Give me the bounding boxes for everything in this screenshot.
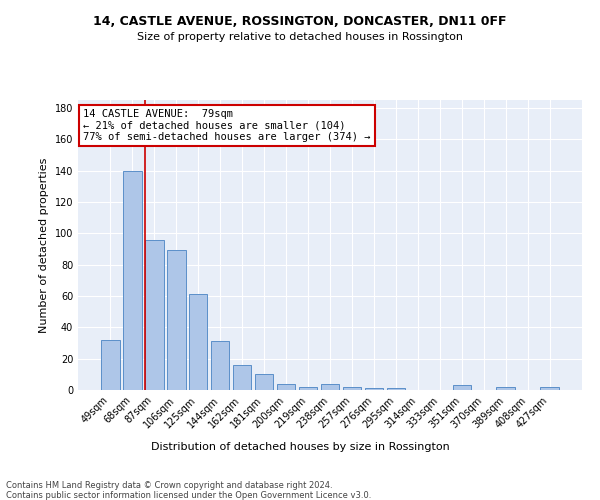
Bar [277, 384, 295, 390]
Bar [541, 387, 559, 390]
Text: 14, CASTLE AVENUE, ROSSINGTON, DONCASTER, DN11 0FF: 14, CASTLE AVENUE, ROSSINGTON, DONCASTER… [93, 15, 507, 28]
Bar [496, 387, 515, 390]
Y-axis label: Number of detached properties: Number of detached properties [39, 158, 49, 332]
Bar [452, 386, 471, 390]
Bar [233, 365, 251, 390]
Bar [365, 388, 383, 390]
Bar [343, 387, 361, 390]
Bar [189, 294, 208, 390]
Bar [123, 170, 142, 390]
Text: Size of property relative to detached houses in Rossington: Size of property relative to detached ho… [137, 32, 463, 42]
Bar [299, 387, 317, 390]
Text: Distribution of detached houses by size in Rossington: Distribution of detached houses by size … [151, 442, 449, 452]
Bar [145, 240, 164, 390]
Bar [167, 250, 185, 390]
Text: 14 CASTLE AVENUE:  79sqm
← 21% of detached houses are smaller (104)
77% of semi-: 14 CASTLE AVENUE: 79sqm ← 21% of detache… [83, 108, 371, 142]
Bar [101, 340, 119, 390]
Bar [386, 388, 405, 390]
Bar [320, 384, 340, 390]
Text: Contains HM Land Registry data © Crown copyright and database right 2024.
Contai: Contains HM Land Registry data © Crown c… [6, 480, 371, 500]
Bar [211, 342, 229, 390]
Bar [255, 374, 274, 390]
